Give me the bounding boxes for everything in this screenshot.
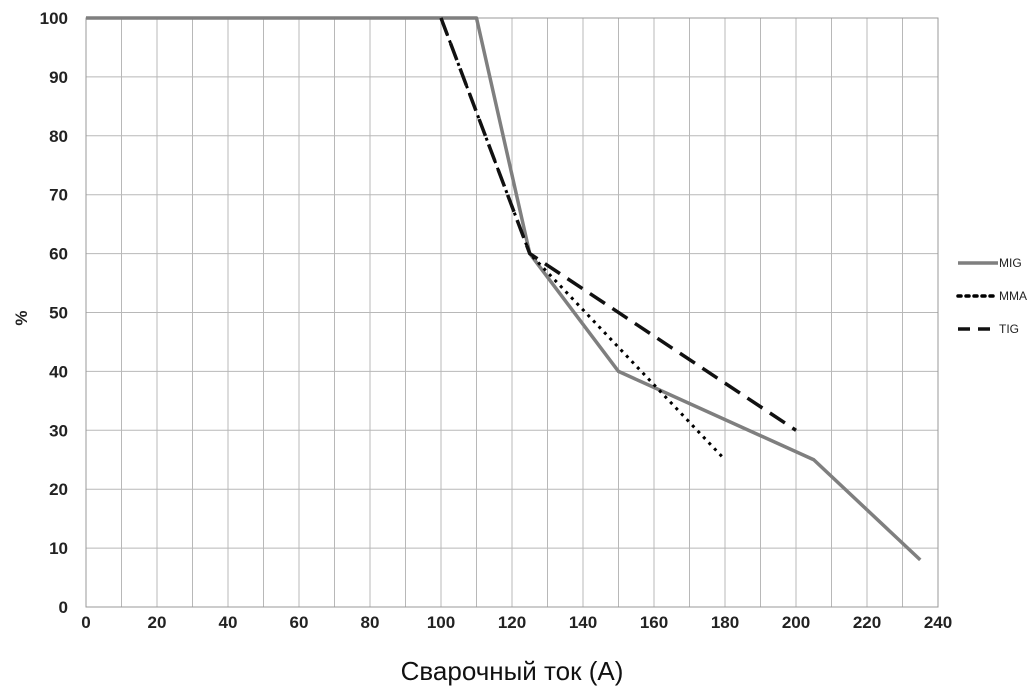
x-tick-label: 60 [290, 613, 309, 632]
series-line-tig [439, 17, 797, 432]
x-tick-label: 140 [569, 613, 597, 632]
y-tick-label: 70 [49, 186, 68, 205]
legend-label-tig: TIG [999, 322, 1019, 336]
x-tick-label: 200 [782, 613, 810, 632]
y-tick-label: 100 [40, 9, 68, 28]
x-axis-ticks: 0 20 40 60 80 100 120 140 160 180 200 220 240 [81, 613, 952, 632]
y-tick-label: 30 [49, 421, 68, 440]
plot-frame [85, 17, 939, 608]
x-tick-label: 40 [219, 613, 238, 632]
x-tick-label: 220 [853, 613, 881, 632]
x-tick-label: 180 [711, 613, 739, 632]
x-tick-label: 160 [640, 613, 668, 632]
y-tick-label: 90 [49, 68, 68, 87]
grid [85, 17, 939, 608]
y-tick-label: 60 [49, 245, 68, 264]
legend: MIG MMA TIG [956, 256, 1027, 336]
y-tick-label: 50 [49, 304, 68, 323]
x-tick-label: 100 [427, 613, 455, 632]
y-tick-label: 0 [59, 598, 68, 617]
x-tick-label: 240 [924, 613, 952, 632]
y-tick-label: 10 [49, 539, 68, 558]
y-axis-ticks: 0 10 20 30 40 50 60 70 80 90 100 [40, 9, 68, 617]
x-tick-label: 80 [361, 613, 380, 632]
x-tick-label: 120 [498, 613, 526, 632]
legend-label-mma: MMA [999, 289, 1027, 303]
series-line-mma [439, 17, 727, 461]
series-lines [86, 16, 922, 562]
x-tick-label: 20 [148, 613, 167, 632]
y-tick-label: 20 [49, 480, 68, 499]
x-tick-label: 0 [81, 613, 90, 632]
legend-label-mig: MIG [999, 256, 1022, 270]
y-tick-label: 80 [49, 127, 68, 146]
x-axis-title: Сварочный ток (A) [401, 656, 624, 686]
y-tick-label: 40 [49, 362, 68, 381]
series-line-mig [86, 16, 922, 562]
y-axis-title: % [12, 310, 31, 325]
